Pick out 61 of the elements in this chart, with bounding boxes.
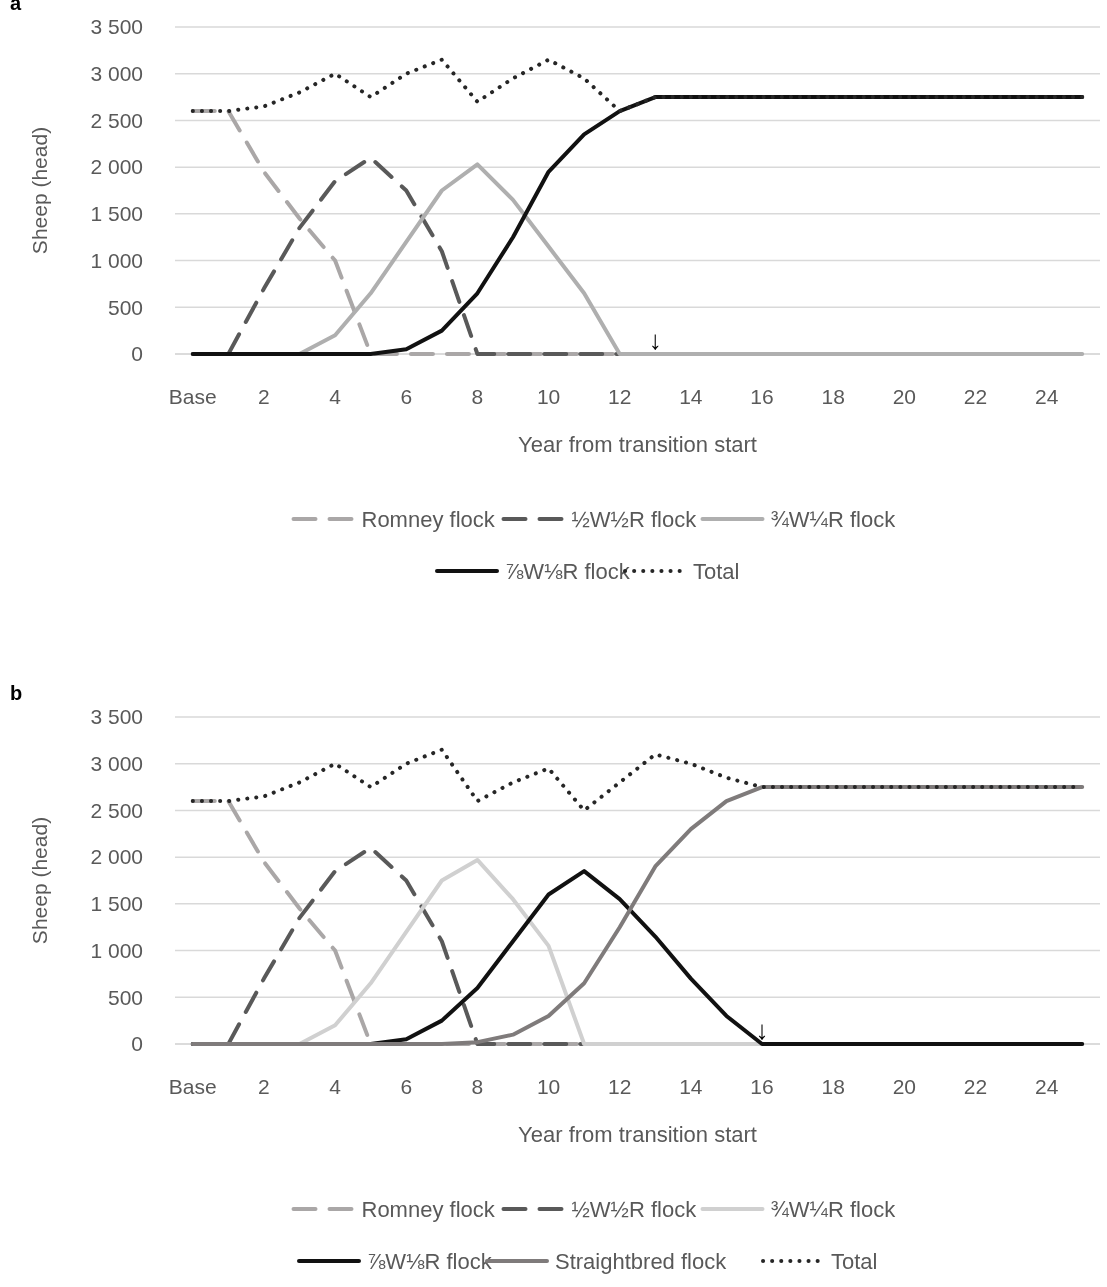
- y-tick-label: 1 000: [90, 938, 143, 962]
- x-tick-label: 6: [400, 1075, 413, 1098]
- x-tick-label: 14: [679, 385, 703, 408]
- legend-label: Romney flock: [361, 506, 496, 532]
- x-tick-label: 16: [750, 385, 774, 408]
- x-tick-label: 2: [258, 1075, 270, 1098]
- legend-label: ¾W¼R flock: [770, 506, 897, 532]
- y-tick-label: 0: [131, 1032, 143, 1056]
- x-tick-label: 12: [608, 1075, 632, 1098]
- x-tick-label: 22: [963, 1075, 988, 1098]
- x-tick-label: 10: [536, 385, 561, 408]
- x-tick-label: 20: [892, 385, 917, 408]
- x-tick-label: 12: [608, 385, 632, 408]
- y-tick-label: 3 000: [90, 752, 143, 776]
- x-tick-label: 4: [329, 1075, 342, 1098]
- legend-label: Total: [831, 1248, 878, 1274]
- chart-title: b: [10, 682, 23, 704]
- annotation: ↓: [648, 325, 662, 355]
- x-tick-label: 8: [471, 385, 484, 408]
- x-tick-label: 18: [821, 385, 845, 408]
- x-tick-label: 14: [679, 1075, 703, 1098]
- x-tick-label: Base: [168, 1075, 217, 1098]
- x-tick-label: 4: [329, 385, 342, 408]
- x-tick-label: 16: [750, 1075, 774, 1098]
- legend-label: Straightbred flock: [555, 1248, 728, 1274]
- x-tick-label: 18: [821, 1075, 845, 1098]
- y-tick-label: 3 500: [90, 705, 143, 729]
- legend-label: ¾W¼R flock: [770, 1196, 897, 1222]
- x-axis-title: Year from transition start: [518, 432, 757, 457]
- y-tick-label: 2 500: [90, 108, 143, 132]
- chart-title: a: [10, 0, 22, 14]
- legend-label: ⅞W⅛R flock: [505, 558, 631, 584]
- y-axis-title: Sheep (head): [28, 126, 51, 255]
- y-tick-label: 1 000: [90, 248, 143, 272]
- legend-label: ⅞W⅛R flock: [367, 1248, 493, 1274]
- y-tick-label: 2 000: [90, 845, 143, 869]
- x-tick-label: 6: [400, 385, 413, 408]
- x-tick-label: 22: [963, 385, 988, 408]
- y-tick-label: 3 000: [90, 62, 143, 86]
- x-tick-label: 2: [258, 385, 270, 408]
- y-tick-label: 3 500: [90, 15, 143, 39]
- annotation: ↓: [755, 1015, 769, 1045]
- legend-label: ½W½R flock: [571, 506, 698, 532]
- y-tick-label: 2 000: [90, 155, 143, 179]
- legend-label: Total: [693, 558, 740, 584]
- legend-label: ½W½R flock: [571, 1196, 698, 1222]
- y-tick-label: 0: [131, 342, 143, 366]
- y-axis-title: Sheep (head): [28, 816, 51, 945]
- y-tick-label: 1 500: [90, 202, 143, 226]
- x-tick-label: 8: [471, 1075, 484, 1098]
- y-tick-label: 500: [107, 295, 143, 319]
- x-tick-label: 10: [536, 1075, 561, 1098]
- legend-label: Romney flock: [361, 1196, 496, 1222]
- y-tick-label: 2 500: [90, 798, 143, 822]
- x-tick-label: Base: [168, 385, 217, 408]
- x-tick-label: 24: [1034, 1075, 1059, 1098]
- x-tick-label: 24: [1034, 385, 1059, 408]
- y-tick-label: 500: [107, 985, 143, 1009]
- x-tick-label: 20: [892, 1075, 917, 1098]
- x-axis-title: Year from transition start: [518, 1122, 757, 1147]
- y-tick-label: 1 500: [90, 892, 143, 916]
